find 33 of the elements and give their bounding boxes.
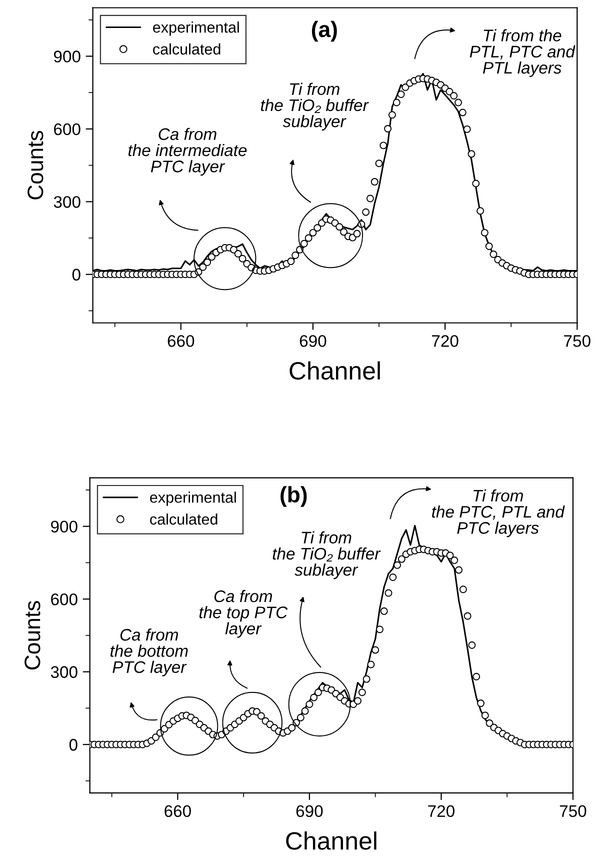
- y-tick-label: 300: [54, 196, 80, 208]
- annotation: Ca from the bottom PTC layer: [110, 628, 188, 676]
- y-tick-label: 900: [54, 50, 80, 62]
- y-tick-label: 600: [51, 593, 78, 606]
- x-axis-title: Channel: [290, 361, 380, 380]
- x-tick-label: 690: [300, 335, 326, 347]
- y-tick-label: 900: [51, 520, 78, 533]
- legend-label: calculated: [150, 513, 218, 525]
- x-tick-label: 660: [164, 805, 191, 818]
- x-axis-title: Channel: [286, 831, 376, 850]
- x-tick-label: 720: [428, 805, 454, 818]
- x-tick-label: 720: [432, 335, 458, 347]
- x-tick-label: 750: [560, 805, 586, 818]
- x-tick-label: 750: [564, 335, 590, 347]
- annotation: (b): [280, 486, 307, 507]
- y-tick-label: 0: [72, 268, 80, 281]
- legend-label: experimental: [153, 22, 239, 36]
- annotation: (a): [312, 20, 337, 42]
- annotation: Ca from the top PTC layer: [199, 590, 288, 638]
- legend-label: experimental: [150, 492, 236, 506]
- x-tick-label: 660: [168, 335, 194, 347]
- y-axis-title: Counts: [28, 130, 44, 200]
- legend-label: calculated: [153, 43, 220, 55]
- annotation: Ti from the PTL, PTC and PTL layers: [470, 29, 576, 77]
- y-axis-title: Counts: [24, 601, 40, 670]
- annotation: Ti from the TiO₂ buffer sublayer: [261, 82, 369, 131]
- y-tick-label: 300: [50, 666, 78, 678]
- annotation: Ti from the TiO₂ buffer sublayer: [272, 531, 381, 580]
- annotation: Ti from the PTC, PTL and PTC layers: [432, 489, 565, 538]
- y-tick-label: 0: [69, 738, 78, 751]
- x-tick-label: 690: [296, 805, 323, 818]
- annotation: Ca from the intermediate PTC layer: [128, 128, 247, 176]
- y-tick-label: 600: [54, 123, 80, 136]
